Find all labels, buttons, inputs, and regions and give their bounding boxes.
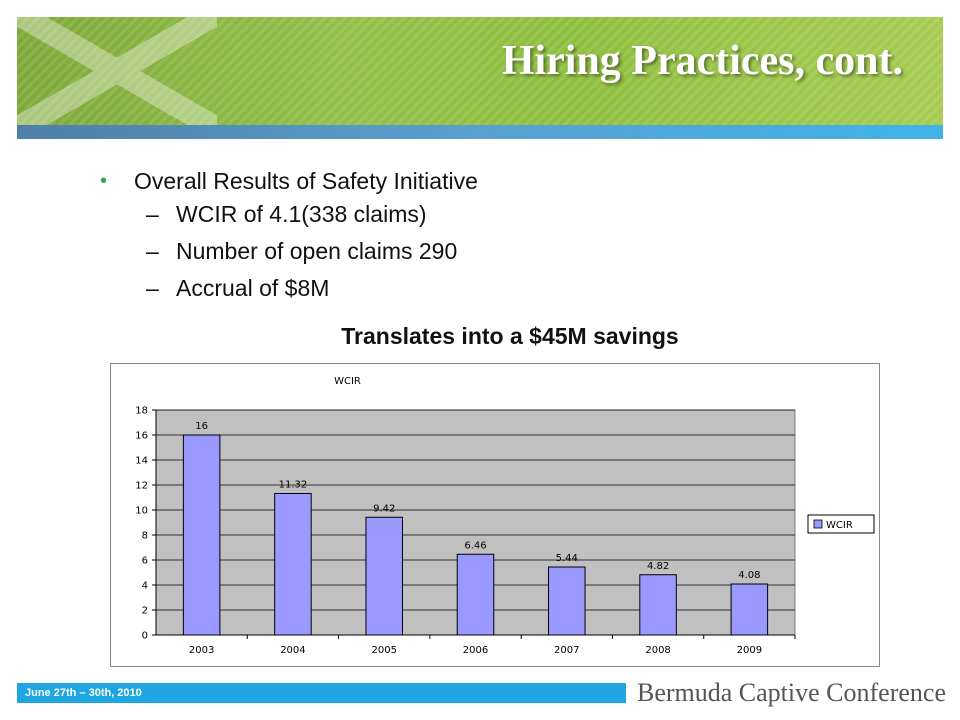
- x-tick-label: 2004: [280, 645, 305, 656]
- bar: [730, 583, 769, 636]
- flag-graphic: [17, 17, 217, 125]
- x-tick-label: 2003: [189, 645, 214, 656]
- bullet-main-text: Overall Results of Safety Initiative: [134, 167, 478, 194]
- brand-logo-text: Bermuda Captive Conference: [637, 678, 946, 707]
- slide-header: Hiring Practices, cont.: [17, 17, 943, 125]
- data-label: 11.32: [279, 480, 308, 491]
- bullet-sub-text: Accrual of $8M: [176, 275, 330, 301]
- y-tick-label: 6: [142, 556, 148, 567]
- bar: [456, 553, 495, 636]
- bar: [274, 493, 312, 636]
- y-tick-label: 0: [142, 631, 148, 642]
- data-label: 5.44: [556, 553, 578, 564]
- bullet-dot-icon: •: [100, 169, 108, 192]
- y-tick-label: 2: [142, 606, 148, 617]
- data-label: 9.42: [373, 503, 395, 514]
- slide-title: Hiring Practices, cont.: [501, 38, 903, 84]
- footer-date: June 27th – 30th, 2010: [25, 687, 142, 699]
- y-tick-label: 8: [142, 531, 148, 542]
- wcir-chart: 0 2 4 6 8 10 12 14 16 18 16 2003 11.32 2004 9.42 2005 6.…: [110, 363, 880, 667]
- x-tick-label: 2007: [554, 645, 579, 656]
- bar: [365, 516, 403, 636]
- x-tick-label: 2006: [463, 645, 488, 656]
- dash-icon: –: [146, 275, 159, 301]
- bar: [639, 574, 677, 636]
- x-tick-label: 2005: [371, 645, 396, 656]
- data-label: 16: [195, 421, 208, 432]
- bar: [548, 566, 586, 636]
- bullet-sub: – Accrual of $8M: [146, 270, 478, 307]
- chart-svg: 0 2 4 6 8 10 12 14 16 18 16 2003 11.32 2004 9.42 2005 6.…: [135, 376, 875, 656]
- x-tick-label: 2009: [737, 645, 762, 656]
- footer-bar: June 27th – 30th, 2010: [17, 683, 626, 703]
- chart-title: WCIR: [334, 376, 361, 387]
- savings-subheading: Translates into a $45M savings: [341, 323, 679, 349]
- data-label: 4.82: [647, 561, 669, 572]
- bullet-list: • Overall Results of Safety Initiative –…: [100, 166, 478, 307]
- data-label: 6.46: [464, 540, 486, 551]
- bullet-sub: – WCIR of 4.1(338 claims): [146, 196, 478, 233]
- bullet-sub-text: WCIR of 4.1(338 claims): [176, 201, 427, 227]
- y-tick-label: 14: [135, 456, 148, 467]
- legend-box: [807, 514, 875, 534]
- dash-icon: –: [146, 201, 159, 227]
- y-tick-label: 16: [135, 431, 148, 442]
- legend-swatch: [813, 519, 823, 529]
- x-tick-label: 2008: [645, 645, 670, 656]
- bullet-sub-text: Number of open claims 290: [176, 238, 458, 264]
- bullet-sub: – Number of open claims 290: [146, 233, 478, 270]
- bar: [182, 434, 221, 636]
- y-tick-label: 10: [135, 506, 148, 517]
- y-tick-label: 18: [135, 406, 148, 417]
- header-blue-band: [17, 125, 943, 139]
- data-label: 4.08: [738, 570, 760, 581]
- y-tick-label: 4: [142, 581, 148, 592]
- dash-icon: –: [146, 238, 159, 264]
- header-texture: [17, 17, 943, 125]
- bullet-main: • Overall Results of Safety Initiative: [100, 166, 478, 196]
- legend-label: WCIR: [826, 520, 853, 531]
- y-tick-label: 12: [135, 481, 148, 492]
